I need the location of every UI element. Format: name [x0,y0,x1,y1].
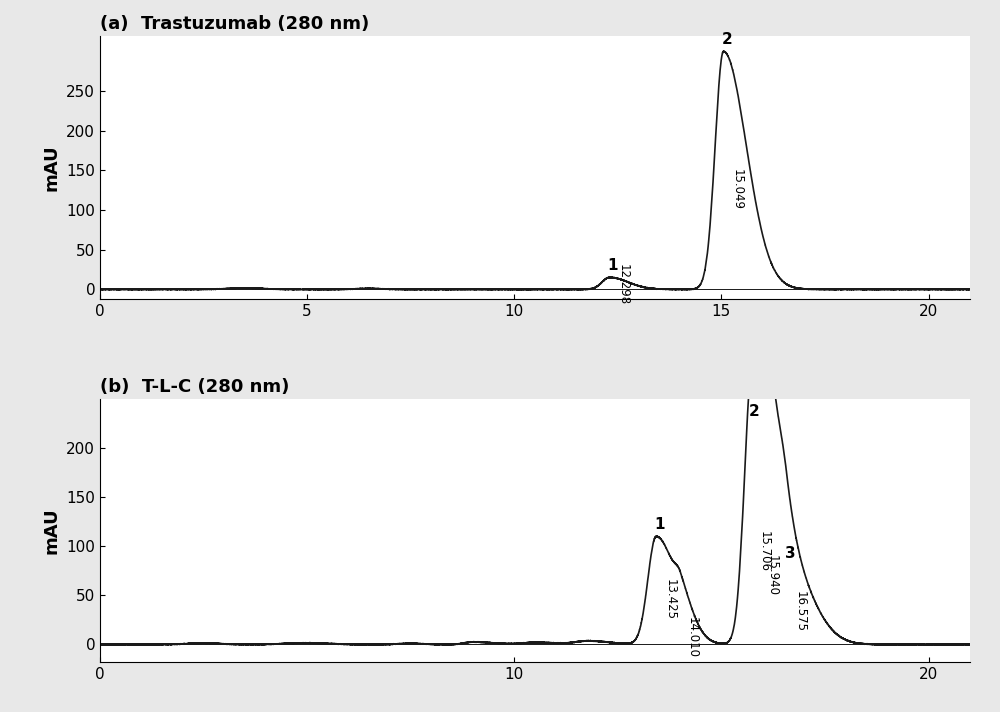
Text: 14.010: 14.010 [685,617,698,659]
Text: 1: 1 [608,258,618,273]
Text: 1: 1 [654,516,665,532]
Text: (b)  T-L-C (280 nm): (b) T-L-C (280 nm) [100,378,289,396]
Text: 13.425: 13.425 [664,579,677,619]
Y-axis label: mAU: mAU [43,144,61,191]
Text: 3: 3 [785,546,795,561]
Text: 15.049: 15.049 [731,169,744,210]
Text: (a)  Trastuzumab (280 nm): (a) Trastuzumab (280 nm) [100,15,369,33]
Text: 2: 2 [749,404,759,419]
Text: 15.706: 15.706 [758,531,771,572]
Text: 16.575: 16.575 [794,591,807,632]
Text: 2: 2 [721,32,732,47]
Text: 15.940: 15.940 [765,555,778,596]
Y-axis label: mAU: mAU [43,507,61,554]
Text: 12.298: 12.298 [617,263,630,305]
